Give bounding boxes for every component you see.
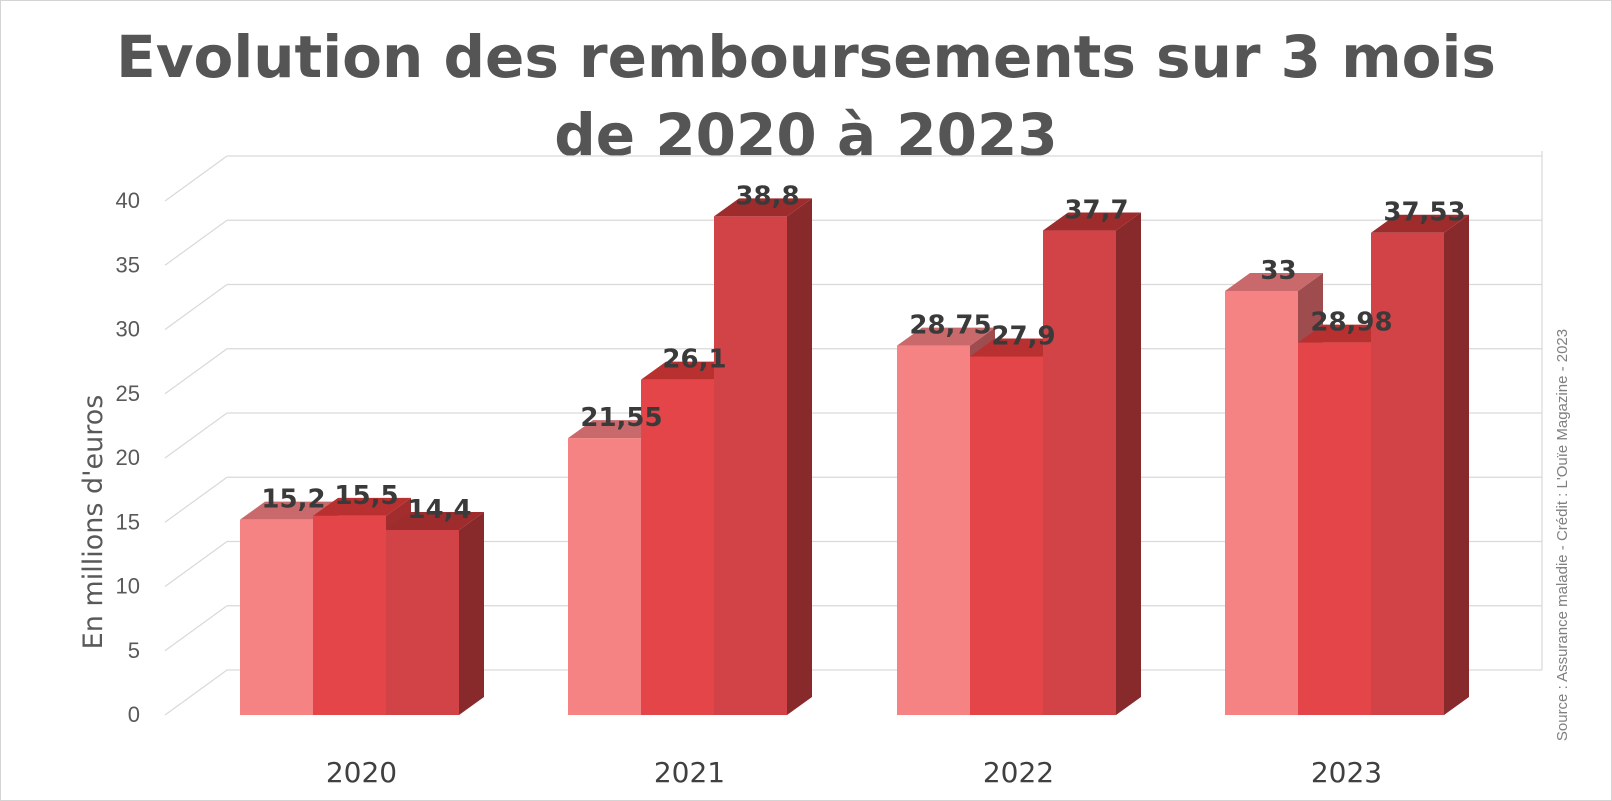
data-label: 27,9 [991,321,1055,351]
gridline-diagonal [164,412,228,459]
gridline-diagonal [164,348,228,395]
y-tick-label: 10 [116,574,140,599]
x-axis-categories: 2020 2021 2022 2023 [326,756,1382,789]
bar-front [641,379,714,715]
data-label: 21,55 [580,403,662,433]
bar-top [1371,214,1469,233]
chart-title-line-2: de 2020 à 2023 [554,101,1058,169]
bar-front [897,345,970,715]
bar-top [714,198,812,217]
bar-side [1116,212,1141,715]
bar-top [313,497,411,516]
gridline-diagonal [164,605,228,652]
data-label: 33 [1260,256,1296,286]
bar-front [1298,342,1371,715]
y-axis-ticks: 0 5 10 15 20 25 30 35 40 [116,188,140,727]
y-tick-label: 40 [116,188,140,213]
bar-top [1225,272,1323,291]
bar-side [787,198,812,716]
y-tick-label: 15 [116,509,140,534]
x-category-label: 2020 [326,756,397,789]
y-tick-label: 30 [116,317,140,342]
data-label: 38,8 [735,181,799,211]
x-category-label: 2023 [1311,756,1382,789]
y-tick-label: 20 [116,445,140,470]
bar-top [386,511,484,530]
bar-2021-s3 [714,198,812,716]
bar-front [240,519,313,715]
chart-title-line-1: Evolution des remboursements sur 3 mois [116,23,1496,91]
data-label: 28,75 [909,311,991,341]
gridline-diagonal [164,476,228,523]
source-credit: Source : Assurance maladie - Crédit : L'… [1554,329,1571,741]
bar-top [1043,212,1141,231]
data-label: 37,53 [1383,198,1465,228]
bar-2023-s3 [1371,214,1469,715]
bar-top [897,327,995,346]
gridline-diagonal [164,541,228,587]
data-label: 14,4 [407,495,471,525]
bar-top [240,501,338,520]
bar-side [459,511,484,715]
data-label: 28,98 [1310,308,1392,338]
data-label: 15,2 [261,485,325,515]
y-tick-label: 35 [116,252,140,277]
bar-front [1371,232,1444,715]
y-axis-label: En millions d'euros [78,395,109,650]
x-category-label: 2021 [654,756,725,789]
data-label: 26,1 [662,345,726,375]
gridline-diagonal [164,219,228,266]
bar-2022-s3 [1043,212,1141,715]
bars [240,198,1469,716]
bar-front [313,515,386,715]
bar-side [1444,214,1469,715]
data-label: 37,7 [1064,196,1128,226]
bar-front [970,356,1043,715]
bar-front [1225,290,1298,715]
x-category-label: 2022 [983,756,1054,789]
data-label: 15,5 [334,481,398,511]
chart-title: Evolution des remboursements sur 3 mois … [0,18,1612,174]
bar-front [1043,230,1116,715]
y-tick-label: 5 [128,638,140,663]
gridline-diagonal [164,669,228,716]
bar-front [568,438,641,715]
bar-front [714,216,787,716]
y-tick-label: 0 [128,702,140,727]
y-tick-label: 25 [116,381,140,406]
bar-2020-s3 [386,511,484,715]
gridline-diagonal [164,284,228,330]
bar-front [386,529,459,715]
gridline-diagonal [164,155,228,202]
